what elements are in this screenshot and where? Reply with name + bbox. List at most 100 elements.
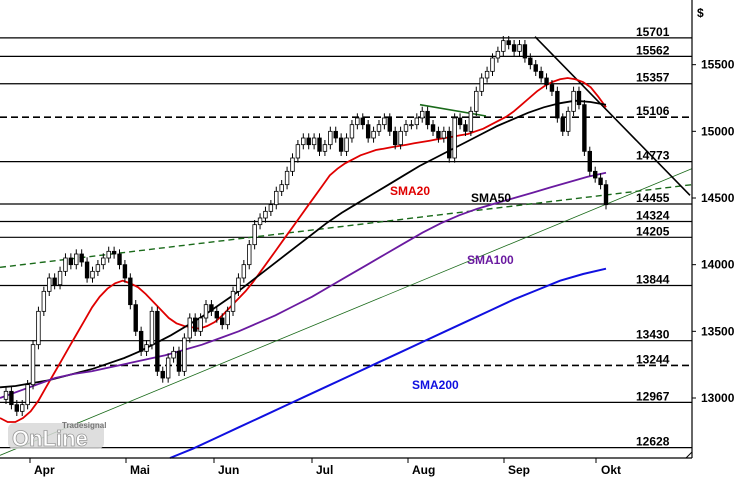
candle xyxy=(90,266,95,283)
candle xyxy=(328,126,333,150)
candle xyxy=(111,246,117,259)
candle xyxy=(165,353,171,383)
y-tick-label: 15000 xyxy=(701,124,735,138)
candles xyxy=(3,36,609,416)
candle xyxy=(555,86,560,123)
candle xyxy=(565,106,571,136)
resistance-trendline xyxy=(534,36,691,196)
candle xyxy=(14,400,20,416)
x-tick-label: Jul xyxy=(316,463,333,477)
x-tick-label: Jun xyxy=(218,463,239,477)
candle xyxy=(457,113,463,130)
candle xyxy=(425,106,430,130)
candle xyxy=(355,113,360,130)
level-label: 14773 xyxy=(636,149,670,163)
consolidation-trendline xyxy=(419,103,487,117)
candle xyxy=(517,40,522,56)
candle xyxy=(344,133,349,156)
sma-lines xyxy=(0,77,607,459)
y-tick-label: 14500 xyxy=(701,191,735,205)
candle xyxy=(528,53,533,70)
candle xyxy=(582,100,587,156)
candle xyxy=(430,120,436,136)
candle xyxy=(306,133,311,150)
candle xyxy=(47,273,52,296)
x-tick-label: Sep xyxy=(508,463,530,477)
level-label: 13430 xyxy=(636,328,670,342)
trend-lines xyxy=(0,36,693,456)
candle xyxy=(209,300,214,316)
candle xyxy=(182,333,187,376)
candle xyxy=(268,200,274,216)
candle xyxy=(360,113,365,130)
candle xyxy=(398,126,403,150)
candle xyxy=(447,126,452,163)
candle xyxy=(198,313,203,336)
level-label: 15701 xyxy=(636,25,670,39)
candle xyxy=(117,249,122,270)
candle xyxy=(533,60,538,76)
level-label: 13244 xyxy=(636,352,670,366)
chart-frame xyxy=(0,0,693,459)
support-trendline-dashed xyxy=(0,183,693,269)
candle xyxy=(20,400,25,416)
candle xyxy=(220,313,225,330)
currency-symbol: $ xyxy=(697,6,704,20)
watermark-subtext: Tradesignal xyxy=(62,421,106,430)
candle xyxy=(171,346,176,363)
candle xyxy=(138,326,144,356)
watermark-badge xyxy=(8,423,104,449)
candle xyxy=(468,106,474,136)
candle xyxy=(522,40,528,63)
candle xyxy=(247,240,252,270)
candle xyxy=(474,86,479,116)
support-trendline-thin xyxy=(0,168,693,456)
candle xyxy=(376,120,382,136)
candle xyxy=(295,140,301,163)
level-label: 12628 xyxy=(636,435,670,449)
y-tick-label: 13000 xyxy=(701,391,735,405)
candle xyxy=(311,133,317,150)
candle xyxy=(592,166,598,183)
candle xyxy=(263,206,268,223)
x-tick-label: Okt xyxy=(601,463,621,477)
sma100-line xyxy=(0,171,607,399)
candle xyxy=(274,186,279,210)
candle xyxy=(365,120,371,143)
candle xyxy=(230,286,236,316)
candle xyxy=(501,36,506,56)
candle xyxy=(371,126,376,143)
candle xyxy=(414,113,420,130)
candle xyxy=(284,166,290,190)
y-tick-label: 15500 xyxy=(701,58,735,72)
candle xyxy=(68,253,74,270)
candle xyxy=(214,306,220,323)
candle xyxy=(74,249,79,270)
candle xyxy=(36,306,41,350)
candle xyxy=(571,86,576,116)
candle xyxy=(322,140,328,156)
sma200-line xyxy=(169,267,607,459)
candle xyxy=(52,273,57,290)
candle xyxy=(576,86,582,110)
candle xyxy=(479,73,484,96)
resize-handle-icon xyxy=(685,451,693,459)
candle xyxy=(160,366,165,383)
candle xyxy=(490,53,495,76)
level-label: 12967 xyxy=(636,389,670,403)
candle xyxy=(176,346,182,376)
candle xyxy=(128,273,133,310)
candle xyxy=(409,120,414,130)
candle xyxy=(236,273,241,296)
candle xyxy=(452,113,457,163)
candle xyxy=(25,380,30,410)
candle xyxy=(538,66,544,83)
axes: 13000 13500 14000 14500 15000 15500 $ Apr Mai Jun… xyxy=(29,6,735,477)
candle xyxy=(192,313,198,336)
candle xyxy=(252,220,257,250)
candle xyxy=(317,133,322,156)
candle xyxy=(95,260,101,276)
